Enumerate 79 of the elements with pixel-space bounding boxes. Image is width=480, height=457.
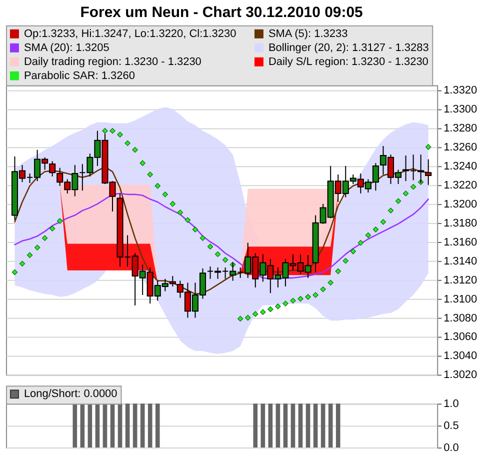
- point: [237, 316, 244, 322]
- point: [214, 251, 221, 258]
- point: [184, 217, 191, 223]
- legend-label: Daily trading region: 1.3230 - 1.3230: [24, 56, 202, 68]
- candlestick: [49, 160, 56, 177]
- point: [117, 132, 123, 138]
- candlestick: [425, 158, 432, 186]
- point: [42, 235, 48, 241]
- point: [298, 296, 304, 302]
- point: [268, 306, 274, 312]
- point: [170, 201, 176, 207]
- point: [245, 314, 251, 321]
- point: [49, 226, 56, 232]
- y-tick-label: 0.0: [444, 442, 459, 454]
- y-tick-label: 1.3220: [444, 179, 478, 192]
- point: [192, 226, 198, 232]
- y-tick-label: 1.3140: [444, 255, 478, 268]
- y-tick-label: 1.3160: [444, 236, 478, 248]
- point: [57, 218, 63, 224]
- point: [290, 298, 296, 304]
- legend-label: SMA (20): 1.3205: [24, 42, 110, 54]
- point: [110, 128, 116, 134]
- point: [26, 252, 33, 258]
- point: [207, 244, 214, 250]
- point: [140, 160, 146, 166]
- point: [34, 244, 40, 250]
- y-tick-label: 1.3020: [444, 369, 478, 382]
- y-tick-label: 1.3320: [444, 84, 478, 97]
- point: [147, 172, 153, 178]
- point: [350, 248, 356, 254]
- point: [19, 260, 26, 267]
- point: [410, 184, 416, 190]
- point: [380, 219, 386, 225]
- point: [312, 292, 318, 298]
- y-tick-label: 1.3180: [444, 217, 478, 230]
- y-tick-label: 1.3060: [444, 331, 478, 344]
- legend-label: Bollinger (20, 2): 1.3127 - 1.3283: [268, 42, 429, 54]
- y-tick-label: 1.3040: [444, 350, 478, 362]
- y-tick-label: 1.3260: [444, 141, 478, 154]
- point: [395, 198, 402, 204]
- point: [320, 286, 326, 292]
- legend-label: Parabolic SAR: 1.3260: [24, 70, 135, 82]
- point: [402, 190, 409, 196]
- y-tick-label: 1.0: [444, 398, 459, 410]
- point: [132, 146, 138, 153]
- legend-label: Op:1.3233, Hi:1.3247, Lo:1.3220, Cl:1.3230: [24, 28, 236, 40]
- y-tick-label: 1.3200: [444, 198, 478, 210]
- point: [342, 258, 348, 264]
- point: [222, 257, 228, 263]
- point: [154, 183, 160, 189]
- point: [260, 309, 266, 315]
- point: [252, 311, 258, 317]
- point: [124, 140, 130, 146]
- chart-title: Forex um Neun - Chart 30.12.2010 09:05: [80, 4, 363, 21]
- y-tick-label: 1.3080: [444, 312, 478, 324]
- point: [328, 280, 334, 286]
- legend-label: Daily S/L region: 1.3230 - 1.3230: [268, 56, 428, 68]
- point: [102, 128, 108, 134]
- legend-label: Long/Short: 0.0000: [24, 388, 118, 400]
- point: [275, 304, 281, 310]
- point: [335, 268, 341, 274]
- point: [372, 226, 379, 232]
- point: [388, 208, 394, 214]
- point: [12, 269, 18, 276]
- y-tick-label: 1.3280: [444, 122, 478, 134]
- legend-label: SMA (5): 1.3233: [268, 28, 348, 40]
- point: [162, 192, 168, 198]
- point: [425, 144, 432, 150]
- y-tick-label: 1.3240: [444, 160, 478, 172]
- point: [358, 240, 364, 246]
- point: [282, 300, 288, 306]
- y-tick-label: 0.5: [444, 420, 459, 432]
- y-tick-label: 1.3100: [444, 293, 478, 306]
- point: [177, 210, 184, 216]
- point: [305, 294, 311, 300]
- y-tick-label: 1.3300: [444, 104, 478, 116]
- point: [200, 235, 206, 241]
- point: [365, 232, 372, 238]
- y-tick-label: 1.3120: [444, 274, 478, 286]
